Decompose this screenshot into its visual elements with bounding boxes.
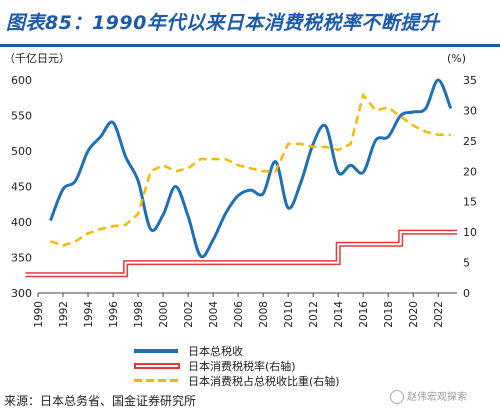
y-right-tick-label: 15 — [463, 196, 477, 209]
figure-header: 图表85：1990年代以来日本消费税税率不断提升 — [0, 0, 500, 47]
y-right-tick-label: 35 — [463, 74, 477, 87]
x-tick-label: 2006 — [233, 301, 245, 328]
x-tick-label: 2008 — [258, 301, 270, 328]
series-line-consumption-tax-rate-inner — [25, 231, 457, 276]
legend-item-total-tax: 日本总税收 — [134, 344, 394, 359]
series-line-total-tax — [49, 78, 453, 259]
x-tick-label: 2018 — [383, 301, 395, 328]
y-right-tick-label: 25 — [463, 135, 477, 148]
series-line-consumption-tax-share — [50, 92, 451, 247]
legend-swatch-total-tax — [134, 349, 178, 353]
wechat-icon — [390, 390, 404, 404]
y-left-tick-label: 550 — [11, 110, 32, 123]
source-note: 来源：日本总务省、国金证券研究所 — [4, 394, 197, 408]
y-right-tick-label: 30 — [463, 104, 477, 117]
y-left-tick-label: 300 — [11, 287, 32, 300]
y-right-tick-label: 10 — [463, 226, 477, 239]
x-tick-label: 2014 — [333, 301, 345, 328]
chart-svg: （千亿日元） (%) 300 350 400 450 500 550 600 0 5 10 15 20 25… — [4, 52, 477, 328]
legend-label-consumption-tax-rate: 日本消费税税率(右轴) — [188, 360, 296, 373]
x-tick-label: 2004 — [208, 301, 220, 328]
legend-label-consumption-tax-share: 日本消费税占总税收比重(右轴) — [188, 375, 340, 388]
y-right-tick-label: 20 — [463, 165, 477, 178]
y-left-tick-label: 600 — [11, 74, 32, 87]
x-tick-label: 1996 — [108, 301, 120, 328]
x-tick-label: 2016 — [358, 301, 370, 328]
chart-legend: 日本总税收 日本消费税税率(右轴) 日本消费税占总税收比重(右轴) — [134, 344, 394, 389]
y-right-tick-label: 5 — [463, 257, 470, 270]
y-left-tick-label: 500 — [11, 145, 32, 158]
y-left-tick-label: 400 — [11, 216, 32, 229]
x-tick-label: 2012 — [308, 301, 320, 328]
watermark: 赵伟宏观探索 — [390, 388, 467, 404]
watermark-text: 赵伟宏观探索 — [407, 392, 467, 403]
legend-swatch-consumption-tax-rate — [134, 363, 180, 369]
x-tick-label: 1994 — [83, 301, 95, 328]
y-right-tick-label: 0 — [463, 287, 470, 300]
legend-swatch-consumption-tax-share — [134, 379, 178, 382]
chart-container: （千亿日元） (%) 300 350 400 450 500 550 600 0 5 10 15 20 25… — [0, 48, 500, 388]
legend-item-consumption-tax-share: 日本消费税占总税收比重(右轴) — [134, 374, 394, 389]
x-tick-label: 2022 — [433, 301, 445, 328]
y-axis-right-unit: (%) — [447, 52, 466, 65]
y-axis-left-unit: （千亿日元） — [4, 52, 70, 65]
x-tick-label: 2000 — [158, 301, 170, 328]
legend-item-consumption-tax-rate: 日本消费税税率(右轴) — [134, 359, 394, 374]
series-line-consumption-tax-rate-outer — [25, 229, 457, 278]
figure-title: 图表85：1990年代以来日本消费税税率不断提升 — [6, 12, 440, 34]
y-left-tick-label: 350 — [11, 252, 32, 265]
x-tick-label: 2010 — [283, 301, 295, 328]
legend-label-total-tax: 日本总税收 — [188, 345, 243, 358]
x-tick-label: 1998 — [133, 301, 145, 328]
x-tick-label: 2002 — [183, 301, 195, 328]
x-tick-label: 1990 — [33, 301, 45, 328]
x-tick-label: 1992 — [58, 301, 70, 328]
x-tick-label: 2020 — [408, 301, 420, 328]
y-left-tick-label: 450 — [11, 181, 32, 194]
